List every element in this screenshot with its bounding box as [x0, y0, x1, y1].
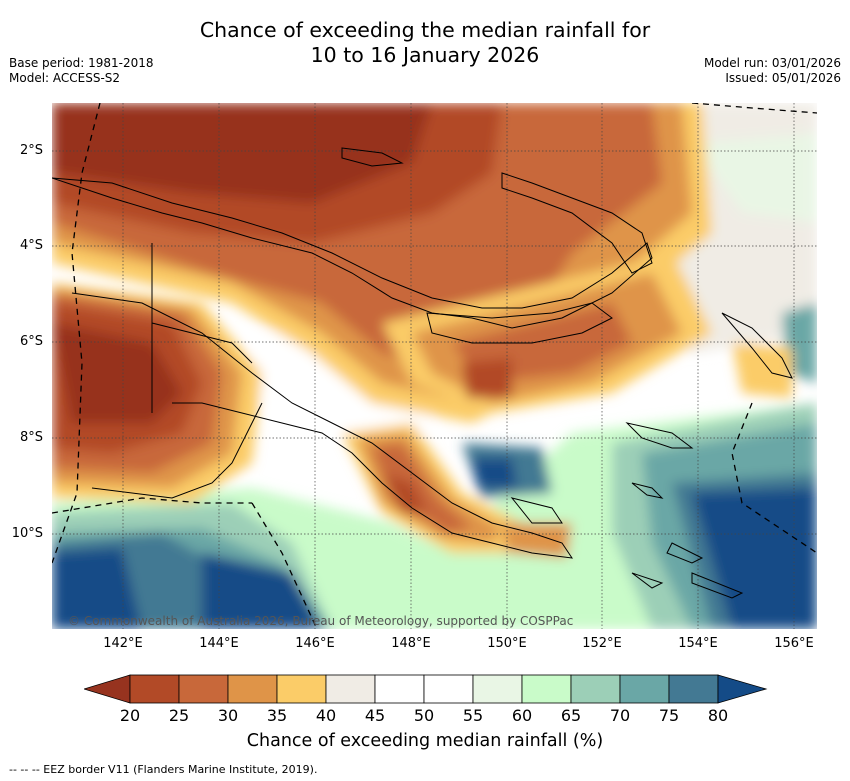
lon-label: 150°E — [487, 636, 527, 651]
lon-label: 154°E — [678, 636, 718, 651]
colorbar-swatch — [668, 674, 719, 704]
colorbar-swatch — [227, 674, 278, 704]
colorbar-tick: 50 — [413, 706, 435, 725]
lon-label: 156°E — [774, 636, 814, 651]
colorbar-swatch — [521, 674, 572, 704]
lat-label: 8°S — [19, 430, 43, 445]
model-name: Model: ACCESS-S2 — [9, 71, 121, 85]
colorbar-tick: 25 — [168, 706, 190, 725]
lat-label: 6°S — [19, 334, 43, 349]
colorbar-swatch — [374, 674, 425, 704]
colorbar-swatch — [276, 674, 327, 704]
solomon-islands — [631, 482, 744, 599]
colorbar-swatch — [423, 674, 474, 704]
colorbar-label: Chance of exceeding median rainfall (%) — [246, 731, 604, 751]
chart-title: Chance of exceeding the median rainfall … — [0, 18, 850, 68]
colorbar-swatch — [472, 674, 523, 704]
colorbar-low-extension — [84, 674, 131, 704]
copyright-notice: © Commonwealth of Australia 2026, Bureau… — [68, 614, 574, 628]
base-period: Base period: 1981-2018 — [9, 56, 154, 70]
colorbar-swatch — [619, 674, 670, 704]
colorbar-tick: 65 — [560, 706, 582, 725]
lat-label: 4°S — [19, 238, 43, 253]
colorbar-tick: 20 — [119, 706, 141, 725]
colorbar-swatch — [570, 674, 621, 704]
meta-left: Base period: 1981-2018 Model: ACCESS-S2 — [9, 56, 154, 86]
colorbar-tick: 70 — [609, 706, 631, 725]
colorbar-tick: 60 — [511, 706, 533, 725]
eez-note: -- -- -- EEZ border V11 (Flanders Marine… — [9, 763, 318, 776]
title-line-1: Chance of exceeding the median rainfall … — [199, 18, 651, 42]
title-line-2: 10 to 16 January 2026 — [310, 43, 540, 67]
rainfall-map — [52, 103, 817, 629]
colorbar-tick: 75 — [658, 706, 680, 725]
colorbar-tick: 35 — [266, 706, 288, 725]
colorbar — [84, 674, 768, 704]
colorbar-tick: 45 — [364, 706, 386, 725]
issued-date: Issued: 05/01/2026 — [725, 71, 841, 85]
meta-right: Model run: 03/01/2026 Issued: 05/01/2026 — [704, 56, 841, 86]
lon-label: 142°E — [103, 636, 143, 651]
colorbar-tick: 80 — [707, 706, 729, 725]
lon-label: 144°E — [199, 636, 239, 651]
colorbar-tick: 55 — [462, 706, 484, 725]
lon-label: 148°E — [391, 636, 431, 651]
lon-label: 152°E — [582, 636, 622, 651]
rainfall-shading — [52, 103, 817, 629]
colorbar-tick: 30 — [217, 706, 239, 725]
graticule — [52, 103, 817, 629]
lat-label: 2°S — [19, 143, 43, 158]
eez-borders — [52, 103, 817, 629]
colorbar-swatch — [178, 674, 229, 704]
colorbar-high-extension — [717, 674, 768, 704]
coastlines — [52, 147, 793, 559]
colorbar-swatch — [325, 674, 376, 704]
lat-label: 10°S — [11, 526, 43, 541]
colorbar-swatch — [129, 674, 180, 704]
lon-label: 146°E — [295, 636, 335, 651]
model-run: Model run: 03/01/2026 — [703, 56, 841, 70]
colorbar-tick: 40 — [315, 706, 337, 725]
